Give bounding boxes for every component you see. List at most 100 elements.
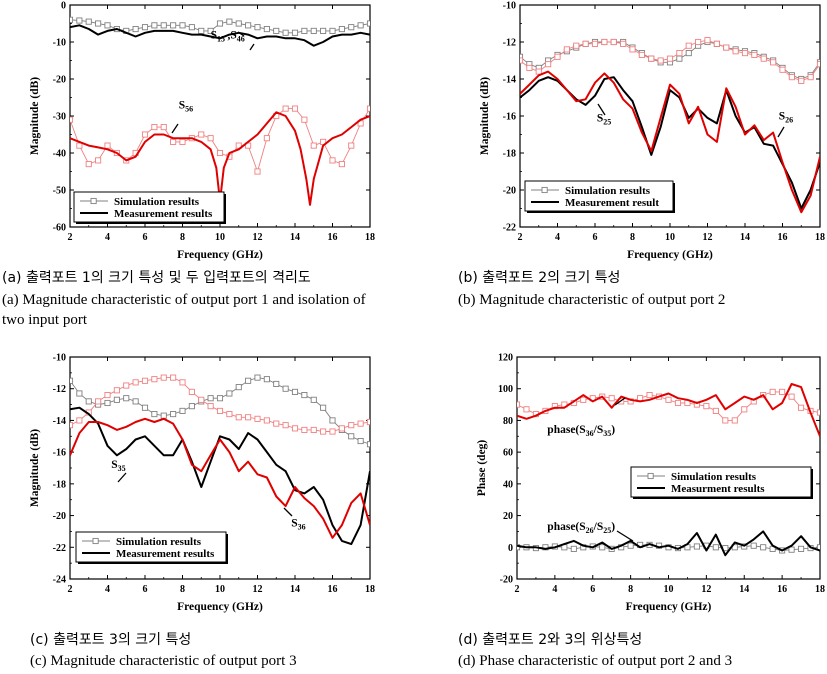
data-point-square: [310, 27, 317, 34]
data-point-square: [712, 544, 719, 551]
data-point-square: [638, 51, 645, 58]
data-point-square: [95, 157, 102, 164]
data-point-square: [76, 142, 83, 149]
data-point-square: [273, 420, 280, 427]
data-point-square: [170, 411, 177, 418]
data-point-square: [76, 17, 83, 24]
annotation-text: /S: [593, 424, 604, 436]
x-tick-label: 10: [665, 232, 675, 243]
y-tick-label: -14: [503, 75, 516, 86]
chart-a: 2 4 6 8 10 12 14 16 18-60-50-40-30-20-100Frequen…: [29, 1, 375, 262]
data-point-square: [798, 77, 805, 84]
series-group: [70, 374, 370, 546]
data-point-square: [535, 68, 542, 75]
annotation-text: phase(S: [547, 424, 585, 436]
data-point-square: [179, 138, 186, 145]
annotation-subscript: 25: [603, 118, 611, 127]
x-tick-label: 8: [180, 584, 185, 595]
data-point-square: [104, 399, 111, 407]
data-point-square: [760, 55, 767, 62]
caption-a-english: (a) Magnitude characteristic of output p…: [2, 292, 366, 328]
legend-entry-label: Simulation results: [116, 536, 202, 548]
annotation-label: phase(S26/S25): [547, 521, 615, 535]
data-point-square: [301, 27, 308, 34]
data-point-square: [320, 404, 327, 411]
data-point-square: [254, 374, 261, 381]
data-point-square: [722, 417, 729, 424]
annotation-subscript: 56: [185, 105, 193, 114]
y-tick-label: -12: [53, 384, 66, 395]
data-point-square: [85, 161, 92, 168]
data-point-square: [731, 417, 738, 424]
data-point-square: [570, 545, 577, 552]
annotation-text: S: [291, 518, 297, 530]
series-line-meas: [517, 383, 820, 437]
x-tick-label: 8: [628, 584, 633, 595]
y-tick-label: -20: [500, 575, 513, 586]
data-point-square: [291, 388, 299, 395]
data-point-square: [665, 396, 672, 403]
x-tick-label: 12: [701, 584, 711, 595]
legend-box: [73, 191, 225, 223]
x-tick-label: 10: [215, 232, 225, 243]
data-point-square: [207, 135, 214, 142]
data-point-square: [517, 544, 521, 551]
data-point-square: [254, 24, 261, 31]
annotation-subscript: 46: [237, 34, 245, 43]
y-tick-label: -20: [53, 75, 66, 86]
x-tick-label: 18: [815, 584, 825, 595]
data-point-square: [85, 398, 92, 405]
caption-d-korean: (d) 출력포트 2와 3의 위상특성: [458, 632, 643, 648]
data-point-square: [170, 22, 177, 29]
data-point-square: [591, 40, 599, 47]
data-point-square: [329, 157, 336, 164]
y-axis-label: Magnitude (dB): [29, 77, 41, 155]
data-point-square: [807, 74, 814, 81]
data-point-square: [712, 407, 719, 414]
data-point-square: [520, 57, 524, 64]
annotation-text: S: [179, 100, 185, 112]
data-point-square: [637, 395, 644, 402]
data-point-square: [713, 40, 720, 47]
data-point-square: [198, 396, 205, 403]
data-point-square: [816, 544, 820, 551]
y-tick-label: -10: [53, 353, 66, 364]
x-tick-label: 12: [703, 232, 713, 243]
x-tick-label: 6: [593, 232, 598, 243]
data-point-square: [141, 24, 149, 31]
data-point-square: [282, 385, 289, 392]
data-point-square: [563, 46, 570, 53]
data-point-square: [198, 131, 205, 138]
annotation-label: S26: [779, 111, 793, 125]
x-axis-label: Frequency (GHz): [177, 249, 263, 261]
caption-a-korean: (a) 출력포트 1의 크기 특성 및 두 입력포트의 격리도: [2, 270, 311, 286]
x-tick-label: 16: [778, 232, 788, 243]
y-tick-label: -22: [53, 543, 66, 554]
x-tick-label: 2: [68, 584, 73, 595]
data-point-square: [141, 131, 149, 138]
data-point-square: [179, 407, 186, 414]
y-tick-label: -18: [53, 479, 66, 490]
data-point-square: [329, 417, 336, 424]
data-point-square: [627, 542, 634, 549]
data-point-square: [70, 377, 74, 384]
annotation-arrow: [117, 472, 127, 483]
data-point-square: [207, 27, 214, 34]
data-point-square: [338, 26, 345, 33]
data-point-square: [366, 441, 370, 448]
data-point-square: [282, 422, 289, 429]
annotation-text: /S: [593, 521, 604, 533]
data-point-square: [741, 50, 749, 57]
legend-entry-label: Simulation results: [114, 196, 200, 208]
annotation-label: S36: [291, 518, 305, 532]
data-point-square: [160, 412, 167, 419]
annotation-subscript: 36: [586, 429, 594, 438]
data-point-square: [245, 377, 252, 384]
data-point-square: [235, 20, 242, 27]
y-tick-label: -16: [53, 448, 66, 459]
legend-entry-label: Simulation results: [671, 471, 757, 483]
data-point-square: [95, 398, 102, 405]
data-point-square: [160, 124, 167, 131]
legend-entry-label: Measurment results: [671, 483, 765, 495]
